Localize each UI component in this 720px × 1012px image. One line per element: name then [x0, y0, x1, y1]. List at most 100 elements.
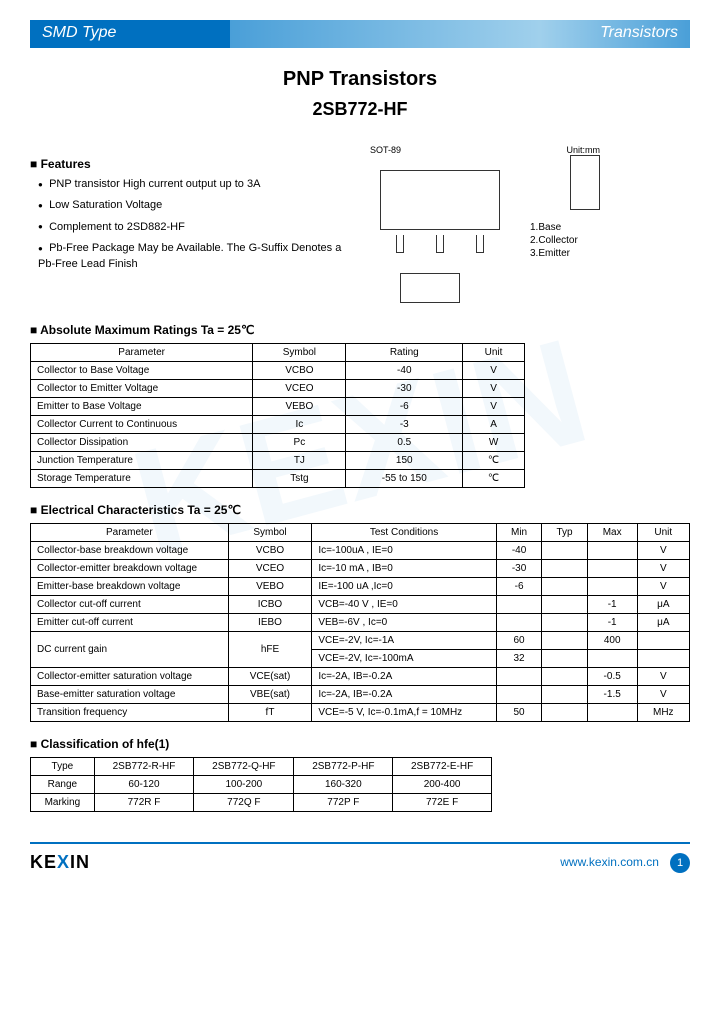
title-block: PNP Transistors 2SB772-HF: [30, 68, 690, 120]
cell: -6: [346, 398, 463, 416]
table-row: Emitter-base breakdown voltageVEBOIE=-10…: [31, 578, 690, 596]
title-main: PNP Transistors: [30, 68, 690, 91]
cell: V: [463, 380, 525, 398]
cell: ℃: [463, 452, 525, 470]
table-row: Junction TemperatureTJ150℃: [31, 452, 525, 470]
cell: W: [463, 434, 525, 452]
cell: Ic: [253, 416, 346, 434]
col-header: 2SB772-E-HF: [393, 758, 492, 776]
abs-max-heading: Absolute Maximum Ratings Ta = 25℃: [30, 323, 690, 337]
cell: Collector to Base Voltage: [31, 362, 253, 380]
cell: [542, 704, 587, 722]
cell: ℃: [463, 470, 525, 488]
table-row: DC current gainhFEVCE=-2V, Ic=-1A60400: [31, 632, 690, 650]
page-number: 1: [670, 853, 690, 873]
classification-table: Type2SB772-R-HF2SB772-Q-HF2SB772-P-HF2SB…: [30, 757, 492, 812]
table-row: Collector-emitter breakdown voltageVCEOI…: [31, 560, 690, 578]
cell: ICBO: [228, 596, 312, 614]
cell: V: [463, 398, 525, 416]
cell: [587, 578, 637, 596]
cell: Collector-emitter saturation voltage: [31, 668, 229, 686]
table-row: Range60-120100-200160-320200-400: [31, 776, 492, 794]
cell: 772P F: [294, 794, 393, 812]
cell: A: [463, 416, 525, 434]
cell: [542, 560, 587, 578]
footer: KEXIN www.kexin.com.cn 1: [30, 842, 690, 873]
cell: 50: [496, 704, 541, 722]
cell: [542, 632, 587, 650]
cell: TJ: [253, 452, 346, 470]
cell: 772Q F: [194, 794, 294, 812]
cell: Emitter-base breakdown voltage: [31, 578, 229, 596]
table-row: Collector to Base VoltageVCBO-40V: [31, 362, 525, 380]
cell: Ic=-2A, IB=-0.2A: [312, 668, 497, 686]
cell: VBE(sat): [228, 686, 312, 704]
cell: VEB=-6V , Ic=0: [312, 614, 497, 632]
col-header: Test Conditions: [312, 524, 497, 542]
header-bar: SMD Type Transistors: [30, 20, 690, 48]
cell: [542, 686, 587, 704]
table-row: Transition frequencyfTVCE=-5 V, Ic=-0.1m…: [31, 704, 690, 722]
cell: VCEO: [253, 380, 346, 398]
col-header: Parameter: [31, 524, 229, 542]
col-header: Symbol: [253, 344, 346, 362]
cell: 60: [496, 632, 541, 650]
cell: -30: [346, 380, 463, 398]
table-row: Base-emitter saturation voltageVBE(sat)I…: [31, 686, 690, 704]
pin-labels: 1.Base 2.Collector 3.Emitter: [530, 222, 600, 259]
cell: Pc: [253, 434, 346, 452]
cell: Collector Dissipation: [31, 434, 253, 452]
logo: KEXIN: [30, 852, 90, 873]
cell: VCBO: [228, 542, 312, 560]
col-header: Parameter: [31, 344, 253, 362]
cell: -30: [496, 560, 541, 578]
elec-heading: Electrical Characteristics Ta = 25℃: [30, 503, 690, 517]
header-gradient: [230, 20, 540, 48]
col-header: 2SB772-P-HF: [294, 758, 393, 776]
cell: Ic=-2A, IB=-0.2A: [312, 686, 497, 704]
cell: [587, 650, 637, 668]
table-row: Emitter to Base VoltageVEBO-6V: [31, 398, 525, 416]
cell: hFE: [228, 632, 312, 668]
package-diagram: SOT-89 Unit:mm 1.Base 2.Collector 3.Emit…: [370, 145, 690, 303]
cell: [542, 596, 587, 614]
cell: 100-200: [194, 776, 294, 794]
package-bottom-view: [400, 273, 460, 303]
cell: 150: [346, 452, 463, 470]
feature-list: PNP transistor High current output up to…: [30, 177, 350, 272]
cell: Base-emitter saturation voltage: [31, 686, 229, 704]
table-row: Collector DissipationPc0.5W: [31, 434, 525, 452]
cell: IE=-100 uA ,Ic=0: [312, 578, 497, 596]
cell: 60-120: [94, 776, 194, 794]
col-header: Rating: [346, 344, 463, 362]
cell: -3: [346, 416, 463, 434]
col-header: Min: [496, 524, 541, 542]
cell: [637, 650, 689, 668]
cell: μA: [637, 596, 689, 614]
cell: VCEO: [228, 560, 312, 578]
cell: V: [637, 668, 689, 686]
table-row: Collector-base breakdown voltageVCBOIc=-…: [31, 542, 690, 560]
cell: VEBO: [228, 578, 312, 596]
table-row: Collector-emitter saturation voltageVCE(…: [31, 668, 690, 686]
table-row: Collector to Emitter VoltageVCEO-30V: [31, 380, 525, 398]
cell: VCE=-2V, Ic=-100mA: [312, 650, 497, 668]
elec-table: ParameterSymbolTest ConditionsMinTypMaxU…: [30, 523, 690, 722]
cell: VCBO: [253, 362, 346, 380]
cell: [637, 632, 689, 650]
table-row: Collector cut-off currentICBOVCB=-40 V ,…: [31, 596, 690, 614]
cell: [496, 614, 541, 632]
cell: -55 to 150: [346, 470, 463, 488]
cell: [587, 560, 637, 578]
col-header: Type: [31, 758, 95, 776]
cell: Collector-emitter breakdown voltage: [31, 560, 229, 578]
cell: Storage Temperature: [31, 470, 253, 488]
cell: -40: [496, 542, 541, 560]
cell: V: [637, 578, 689, 596]
cell: [542, 542, 587, 560]
pin-label: 1.Base: [530, 222, 600, 233]
cell: -1.5: [587, 686, 637, 704]
cell: Collector cut-off current: [31, 596, 229, 614]
col-header: Unit: [637, 524, 689, 542]
cell: [496, 596, 541, 614]
